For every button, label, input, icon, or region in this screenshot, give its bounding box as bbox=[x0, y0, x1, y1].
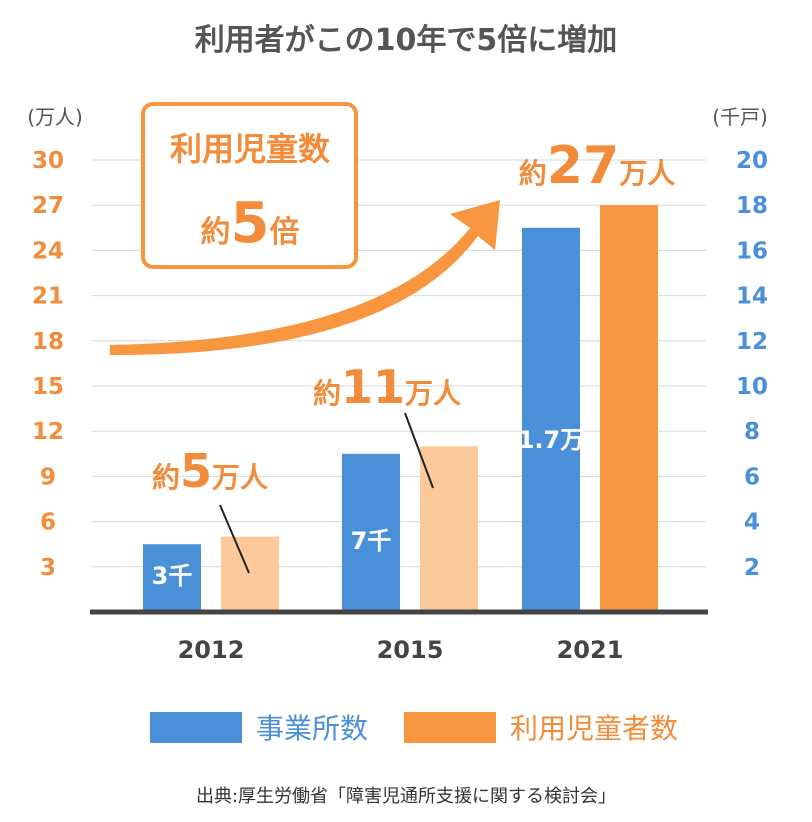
callout-line1: 利用児童数 bbox=[170, 130, 331, 168]
right-axis-ticks: 2 4 6 8 10 12 14 16 18 20 bbox=[736, 148, 768, 581]
right-tick-label: 20 bbox=[736, 148, 768, 174]
callout-frame bbox=[141, 102, 358, 269]
left-axis-unit: (万人) bbox=[27, 105, 83, 129]
bar-value-label-2015: 7千 bbox=[351, 527, 392, 555]
left-axis-ticks: 3 6 9 12 15 18 21 24 27 30 bbox=[32, 148, 64, 581]
legend-label-offices: 事業所数 bbox=[256, 712, 368, 745]
callout-line2: 約5倍 bbox=[201, 191, 300, 256]
left-tick-label: 3 bbox=[40, 555, 56, 581]
x-axis-ticks: 2012 2015 2021 bbox=[178, 636, 624, 664]
source-note: 出典:厚生労働省「障害児通所支援に関する検討会」 bbox=[196, 786, 616, 807]
bar-offices-2021 bbox=[522, 227, 580, 613]
annotation-pointer bbox=[404, 412, 434, 489]
right-tick-label: 6 bbox=[744, 464, 760, 490]
bar-offices-2012 bbox=[143, 544, 201, 612]
x-tick-label: 2015 bbox=[377, 636, 444, 664]
bar-value-label-2021: 1.7万 bbox=[518, 426, 585, 454]
right-tick-label: 10 bbox=[736, 374, 768, 400]
callout-suffix: 倍 bbox=[269, 215, 299, 250]
right-axis-unit: (千戸) bbox=[712, 105, 768, 129]
bar-offices-2015 bbox=[342, 453, 400, 612]
annotation-2021: 約27万人 bbox=[519, 136, 675, 196]
bar-children-2012 bbox=[221, 536, 279, 612]
callout-box: 利用児童数 約5倍 bbox=[141, 102, 358, 269]
annotation-pointers bbox=[219, 412, 434, 574]
left-tick-label: 6 bbox=[40, 510, 56, 536]
right-tick-label: 16 bbox=[736, 238, 768, 264]
x-tick-label: 2012 bbox=[178, 636, 245, 664]
chart-title: 利用者がこの10年で5倍に増加 bbox=[195, 23, 618, 58]
legend-swatch-children bbox=[404, 712, 496, 743]
legend: 事業所数 利用児童者数 bbox=[150, 712, 678, 745]
x-tick-label: 2021 bbox=[557, 636, 624, 664]
left-tick-label: 27 bbox=[32, 193, 64, 219]
left-tick-label: 15 bbox=[32, 374, 64, 400]
annotation-2015: 約11万人 bbox=[313, 360, 461, 414]
left-tick-label: 21 bbox=[32, 284, 64, 310]
bar-children-2021 bbox=[600, 205, 658, 612]
right-tick-label: 14 bbox=[736, 284, 768, 310]
right-tick-label: 18 bbox=[736, 193, 768, 219]
annotation-pointer bbox=[219, 504, 250, 574]
left-tick-label: 24 bbox=[32, 238, 64, 264]
left-tick-label: 18 bbox=[32, 329, 64, 355]
right-tick-label: 4 bbox=[744, 510, 760, 536]
bar-value-label-2012: 3千 bbox=[152, 562, 193, 590]
growth-arrow bbox=[110, 200, 500, 356]
right-tick-label: 2 bbox=[744, 555, 760, 581]
legend-swatch-offices bbox=[150, 712, 242, 743]
left-tick-label: 12 bbox=[32, 419, 64, 445]
right-tick-label: 8 bbox=[744, 419, 760, 445]
bar-children-2015 bbox=[420, 446, 478, 612]
right-tick-label: 12 bbox=[736, 329, 768, 355]
left-tick-label: 9 bbox=[40, 464, 56, 490]
left-tick-label: 30 bbox=[32, 148, 64, 174]
annotation-2012: 約5万人 bbox=[152, 444, 268, 498]
legend-label-children: 利用児童者数 bbox=[510, 712, 678, 745]
callout-number: 5 bbox=[231, 191, 270, 256]
bars: 3千 7千 1.7万 bbox=[143, 205, 658, 613]
callout-prefix: 約 bbox=[201, 215, 231, 250]
